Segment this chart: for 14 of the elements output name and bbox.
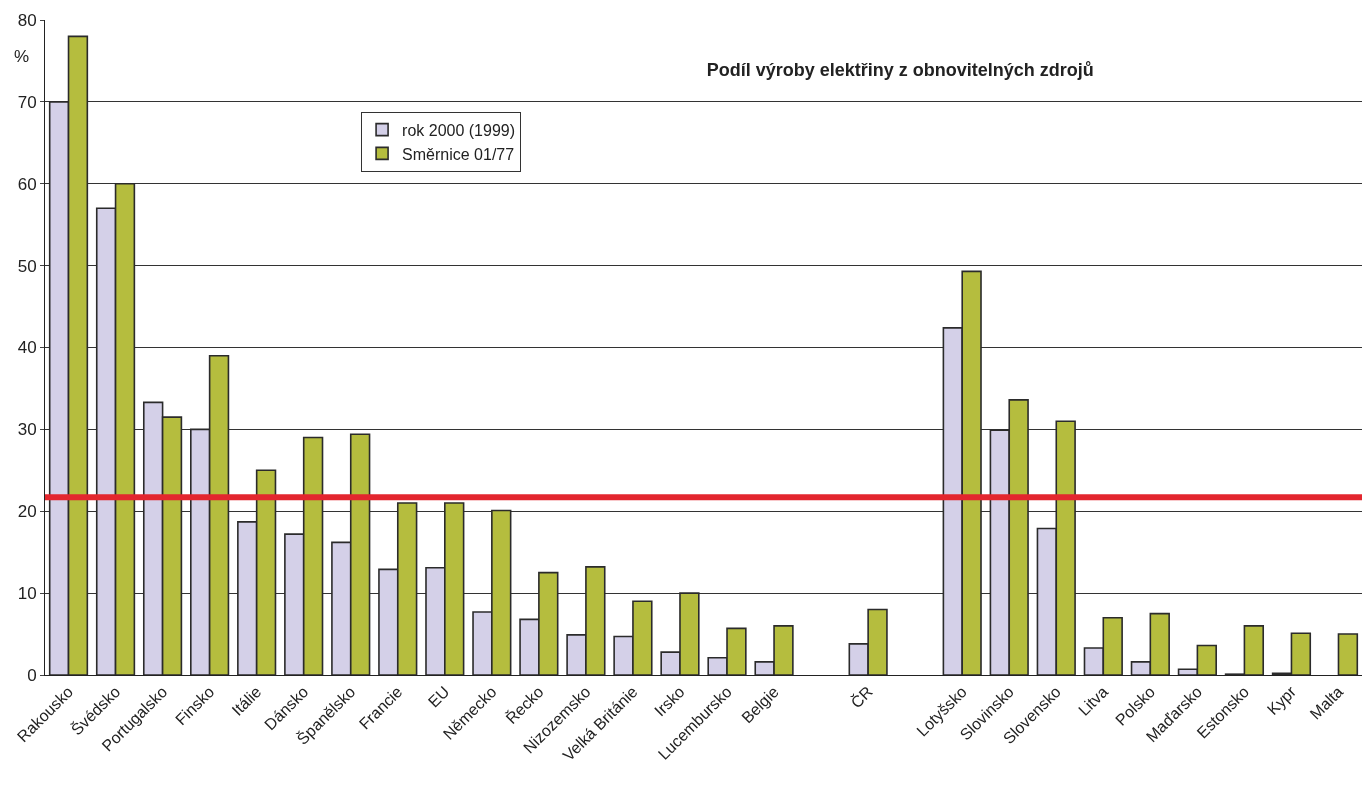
x-tick-label: ČR bbox=[846, 682, 876, 712]
y-tick-label: 0 bbox=[27, 665, 37, 685]
y-tick-label: 70 bbox=[17, 92, 37, 112]
y-tick-label: 20 bbox=[17, 502, 37, 522]
y-tick-label: 10 bbox=[17, 584, 37, 604]
legend-label: rok 2000 (1999) bbox=[402, 121, 516, 139]
y-tick-label: 30 bbox=[17, 420, 37, 440]
y-tick-label: 40 bbox=[17, 338, 37, 358]
legend-label: Směrnice 01/77 bbox=[402, 145, 515, 163]
y-axis-title: % bbox=[14, 47, 30, 66]
y-tick-label: 50 bbox=[17, 256, 37, 276]
text: Podíl výroby elektřiny z obnovitelných zdrojů bbox=[706, 60, 1094, 81]
y-tick-label: 80 bbox=[17, 10, 37, 30]
y-tick-label: 60 bbox=[17, 174, 37, 194]
